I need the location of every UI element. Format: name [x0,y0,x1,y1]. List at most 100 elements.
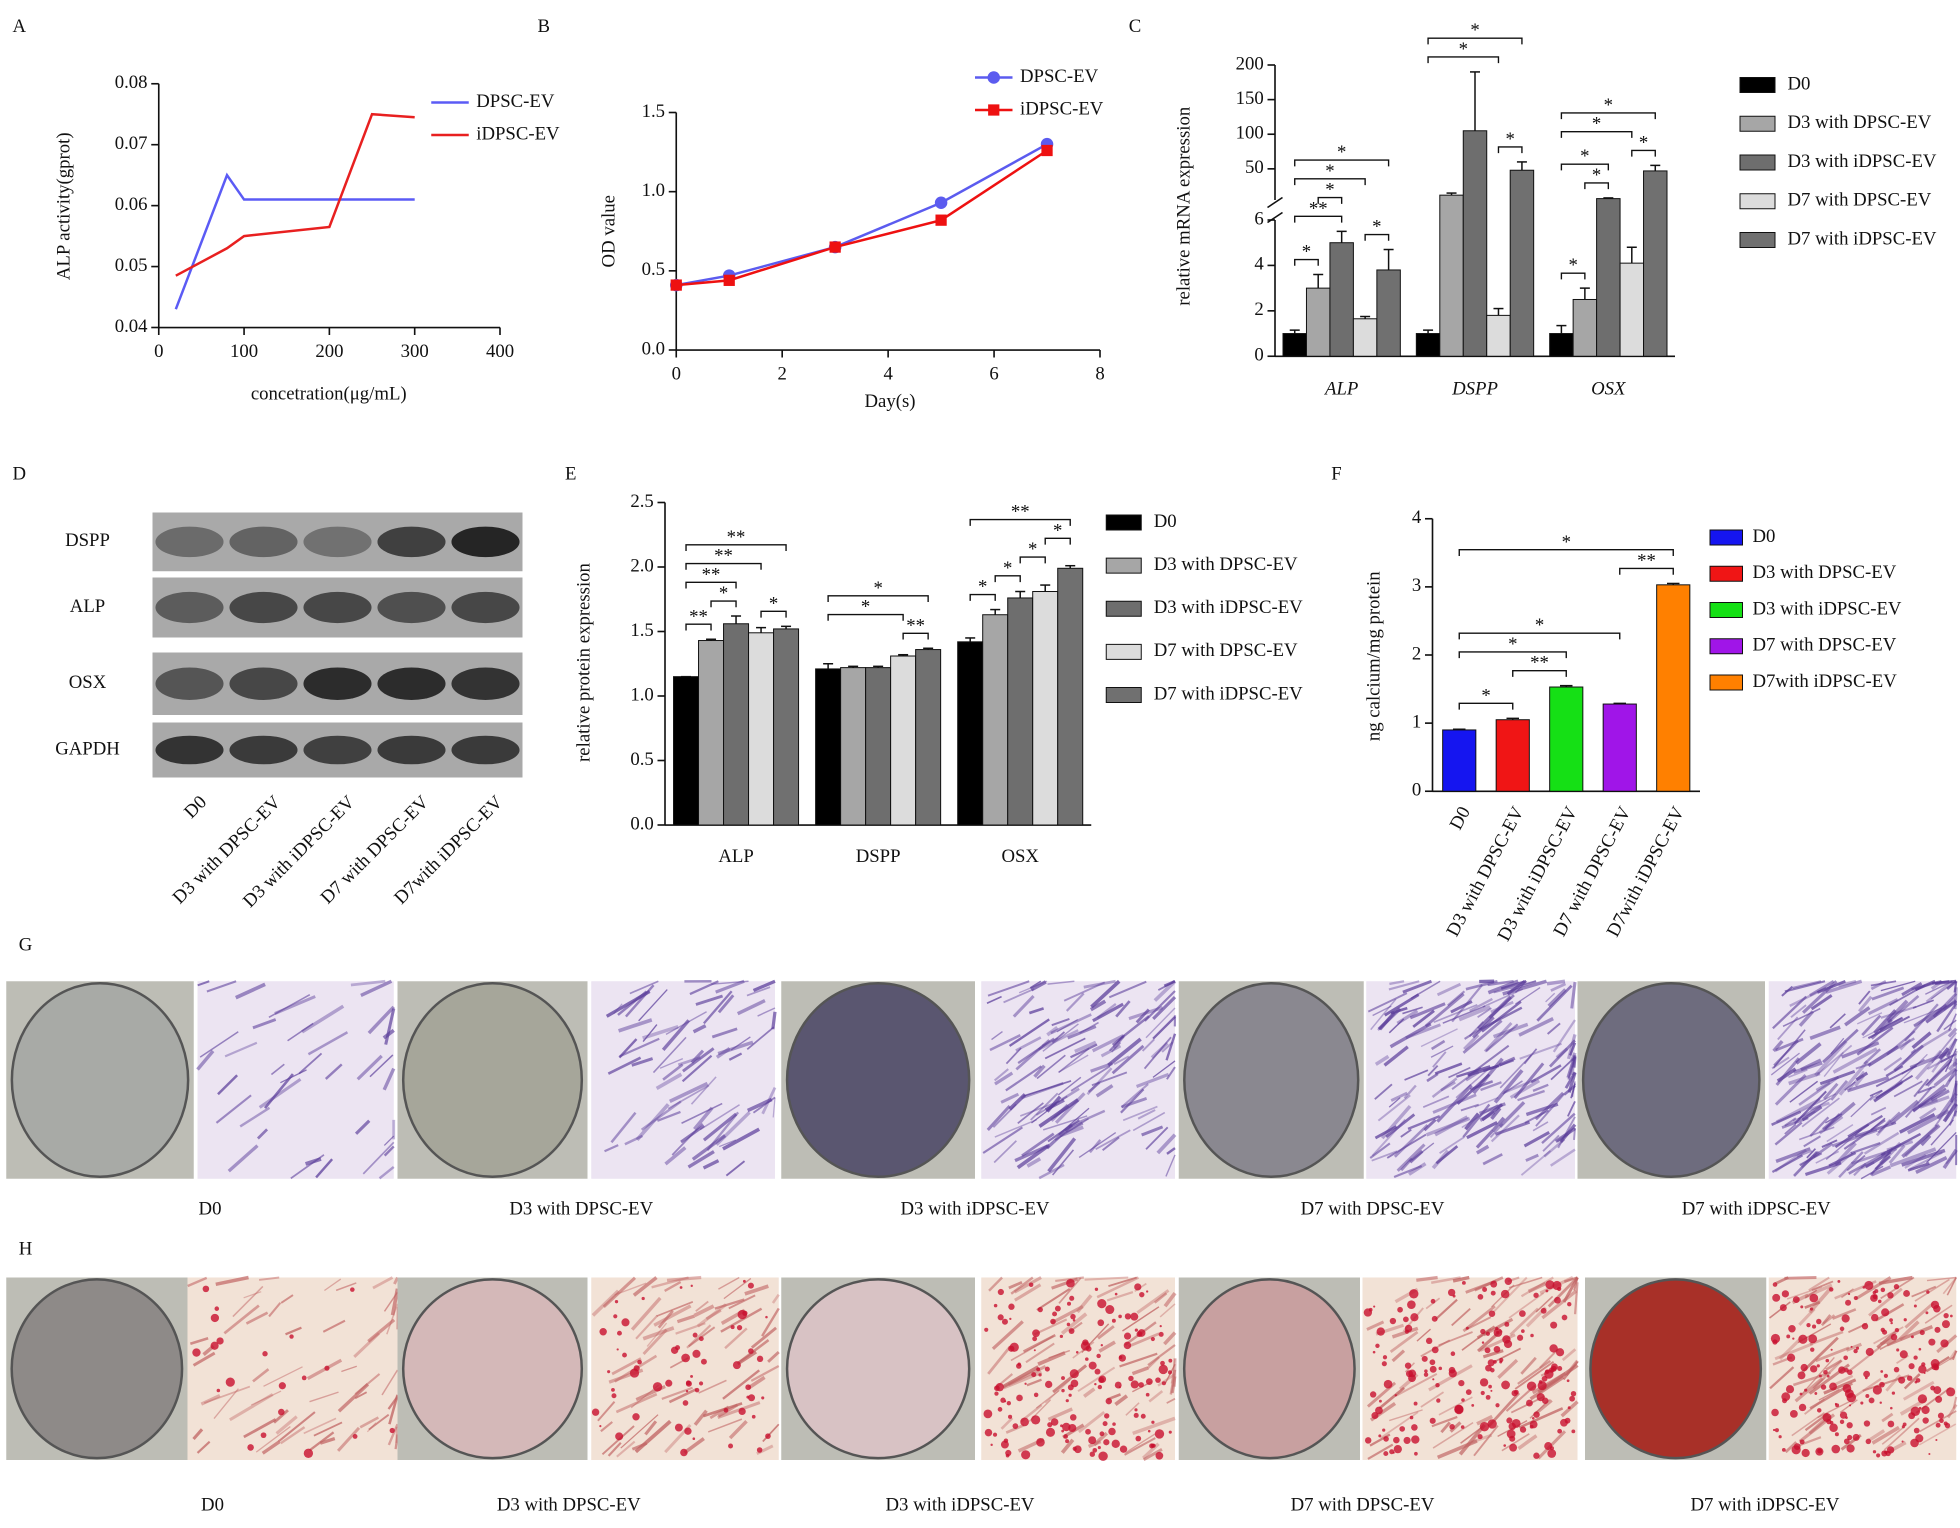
cell-streak [1808,1377,1826,1394]
mineral-nodule [1847,1434,1853,1441]
cell-streak [1926,1054,1955,1070]
mineral-nodule [1008,1414,1013,1419]
mineral-nodule [1423,1372,1429,1377]
cell-streak [1823,1052,1844,1078]
cell-streak [1165,1154,1176,1177]
cell-streak [1832,1374,1854,1387]
cell-streak [1431,1149,1450,1170]
mineral-nodule [1818,1374,1822,1378]
significance-bracket [1619,567,1674,575]
cell-streak [1065,992,1085,1012]
cell-streak [1832,1047,1878,1074]
y-tick-label: 2.0 [630,555,653,576]
cell-streak [1865,1151,1892,1169]
cell-streak [1393,1164,1423,1179]
mineral-nodule [1158,1331,1164,1337]
cell-streak [1391,1349,1406,1363]
cell-streak [1880,1132,1922,1156]
mineral-nodule [1837,1279,1841,1283]
cell-streak [390,1288,400,1316]
mineral-nodule [1151,1420,1155,1424]
cell-streak [1816,1044,1853,1076]
cell-streak [1944,1068,1958,1088]
cell-streak [1367,992,1408,1013]
mineral-nodule [1161,1381,1166,1386]
mineral-nodule [1150,1336,1155,1342]
cell-streak [642,1328,668,1355]
cell-streak [1063,981,1106,1002]
cell-streak [682,1047,715,1073]
mineral-nodule [698,1336,704,1342]
cell-streak [1808,1276,1830,1292]
cell-streak [1047,980,1075,985]
cell-streak [725,1160,746,1177]
cell-streak [1520,1150,1552,1176]
cell-streak [1141,1038,1155,1052]
cell-streak [1424,992,1465,1028]
x-tick-label: 400 [486,341,514,362]
mineral-nodule [1371,1412,1379,1420]
mineral-nodule [1890,1321,1893,1325]
mineral-nodule [1105,1304,1115,1315]
cell-streak [1438,1331,1473,1347]
cell-streak [1915,1155,1948,1175]
cell-streak [382,1067,396,1091]
cell-streak [1846,1154,1866,1172]
y-tick-label: 4 [1254,254,1264,275]
mineral-nodule [1404,1329,1410,1334]
cell-streak [1798,1307,1816,1326]
mineral-nodule [1533,1411,1540,1418]
significance-bracket [1044,537,1071,545]
mineral-nodule [1865,1393,1870,1398]
cell-streak [1170,1358,1176,1384]
cell-streak [1509,1307,1539,1336]
significance-bracket [1294,258,1319,266]
cell-streak [1434,1115,1469,1137]
cell-streak [1393,1124,1429,1158]
cell-streak [728,1419,748,1440]
cell-streak [1869,1090,1884,1101]
cell-streak [1913,1003,1948,1028]
cell-streak [1926,1276,1957,1282]
cell-streak [372,1276,394,1290]
mineral-nodule [1896,1348,1900,1352]
significance-bracket [994,575,1021,583]
cell-streak [1166,1066,1176,1080]
cell-streak [1795,1042,1822,1065]
mineral-nodule [1465,1326,1469,1330]
cell-streak [1946,980,1958,990]
mineral-nodule [1914,1380,1918,1384]
cell-streak [1433,1003,1478,1024]
cell-streak [1377,1019,1390,1031]
cell-streak [656,1110,681,1122]
cell-streak [1812,1142,1833,1159]
cell-streak [653,1304,692,1327]
cell-streak [1845,1342,1862,1352]
mineral-nodule [216,1388,221,1393]
mineral-nodule [278,1382,286,1390]
mineral-nodule [1136,1331,1143,1338]
mineral-nodule [1149,1443,1155,1449]
mineral-nodule [1545,1289,1549,1293]
cell-streak [1854,1074,1865,1087]
cell-streak [1809,1025,1841,1041]
bar [890,655,917,826]
cell-streak [1141,1125,1164,1137]
cell-streak [1036,1054,1066,1080]
cell-streak [280,1426,306,1445]
mineral-nodule [1853,1348,1858,1354]
cell-streak [1506,980,1526,996]
cell-streak [1784,1441,1798,1454]
cell-streak [986,1104,1011,1131]
cell-streak [1426,1072,1439,1083]
cell-streak [319,1436,336,1445]
cell-streak [730,1036,751,1051]
mineral-nodule [1094,1287,1099,1291]
panel-letter: A [13,16,27,37]
cell-streak [1535,1093,1565,1127]
mineral-nodule [984,1327,989,1332]
cell-streak [1121,1097,1148,1109]
cell-streak [354,1391,368,1400]
cell-streak [1838,979,1857,987]
mineral-nodule [301,1375,307,1381]
